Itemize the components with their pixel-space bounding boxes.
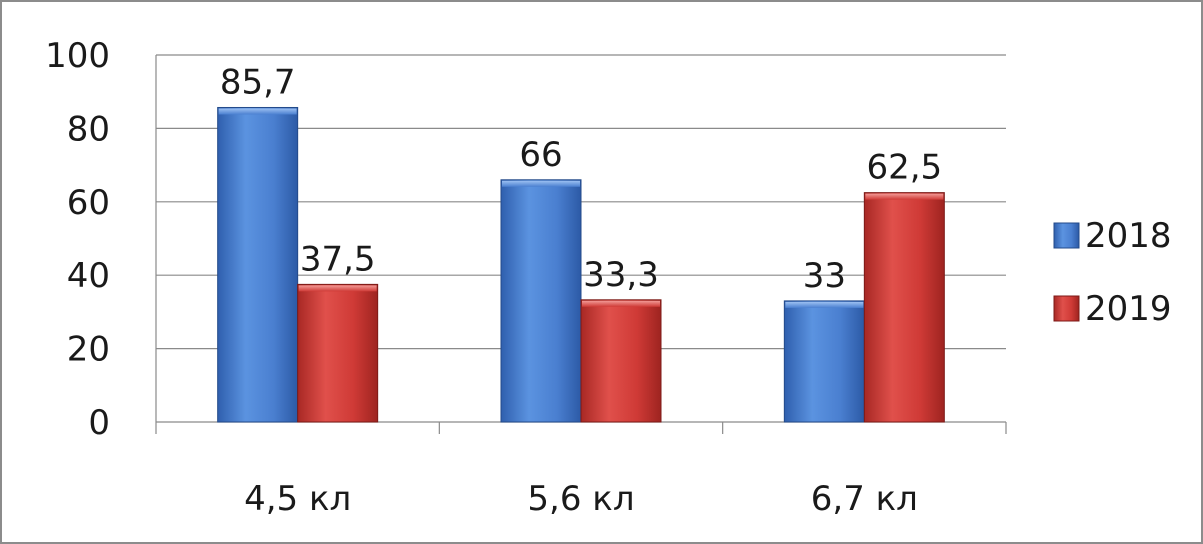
data-label: 66 xyxy=(519,135,562,175)
data-labels: 85,7 37,5 66 33,3 33 62,5 xyxy=(220,62,942,295)
data-label: 33 xyxy=(803,256,846,296)
bar-highlight xyxy=(582,300,660,307)
bar xyxy=(580,299,662,423)
x-category-label: 5,6 кл xyxy=(527,479,634,519)
y-tick-label: 80 xyxy=(67,109,110,149)
legend-swatch xyxy=(1053,222,1080,249)
bar-highlight xyxy=(502,180,580,187)
bar-2019-2 xyxy=(580,299,662,423)
bar-2018-3 xyxy=(783,300,865,423)
bar xyxy=(863,192,945,423)
bar xyxy=(500,179,582,423)
data-label: 33,3 xyxy=(583,255,659,295)
x-category-label: 4,5 кл xyxy=(244,479,351,519)
y-tick-label: 0 xyxy=(88,403,110,443)
legend-label: 2019 xyxy=(1085,289,1172,329)
legend-label: 2018 xyxy=(1085,216,1172,256)
bar-2018-1 xyxy=(217,106,299,423)
bar-highlight xyxy=(298,285,377,292)
bar-2019-1 xyxy=(297,283,379,423)
legend-swatch xyxy=(1053,295,1080,322)
bar-highlight xyxy=(785,301,864,308)
bar-2018-2 xyxy=(500,179,582,423)
data-label: 37,5 xyxy=(300,239,376,279)
bar xyxy=(297,283,379,423)
y-tick-label: 40 xyxy=(67,256,110,296)
bar-highlight xyxy=(865,193,944,200)
legend-item-2018: 2018 xyxy=(1053,216,1172,256)
data-label: 85,7 xyxy=(220,62,296,102)
legend: 2018 2019 xyxy=(1053,216,1172,329)
bar-highlight xyxy=(218,108,297,115)
bar xyxy=(783,300,865,423)
bar-2019-3 xyxy=(863,192,945,423)
y-tick-label: 60 xyxy=(67,183,110,223)
y-tick-label: 100 xyxy=(45,36,110,76)
bar xyxy=(217,106,299,423)
bars xyxy=(217,106,945,423)
x-category-label: 6,7 кл xyxy=(811,479,918,519)
data-label: 62,5 xyxy=(866,148,942,188)
y-tick-label: 20 xyxy=(67,330,110,370)
legend-item-2019: 2019 xyxy=(1053,289,1172,329)
